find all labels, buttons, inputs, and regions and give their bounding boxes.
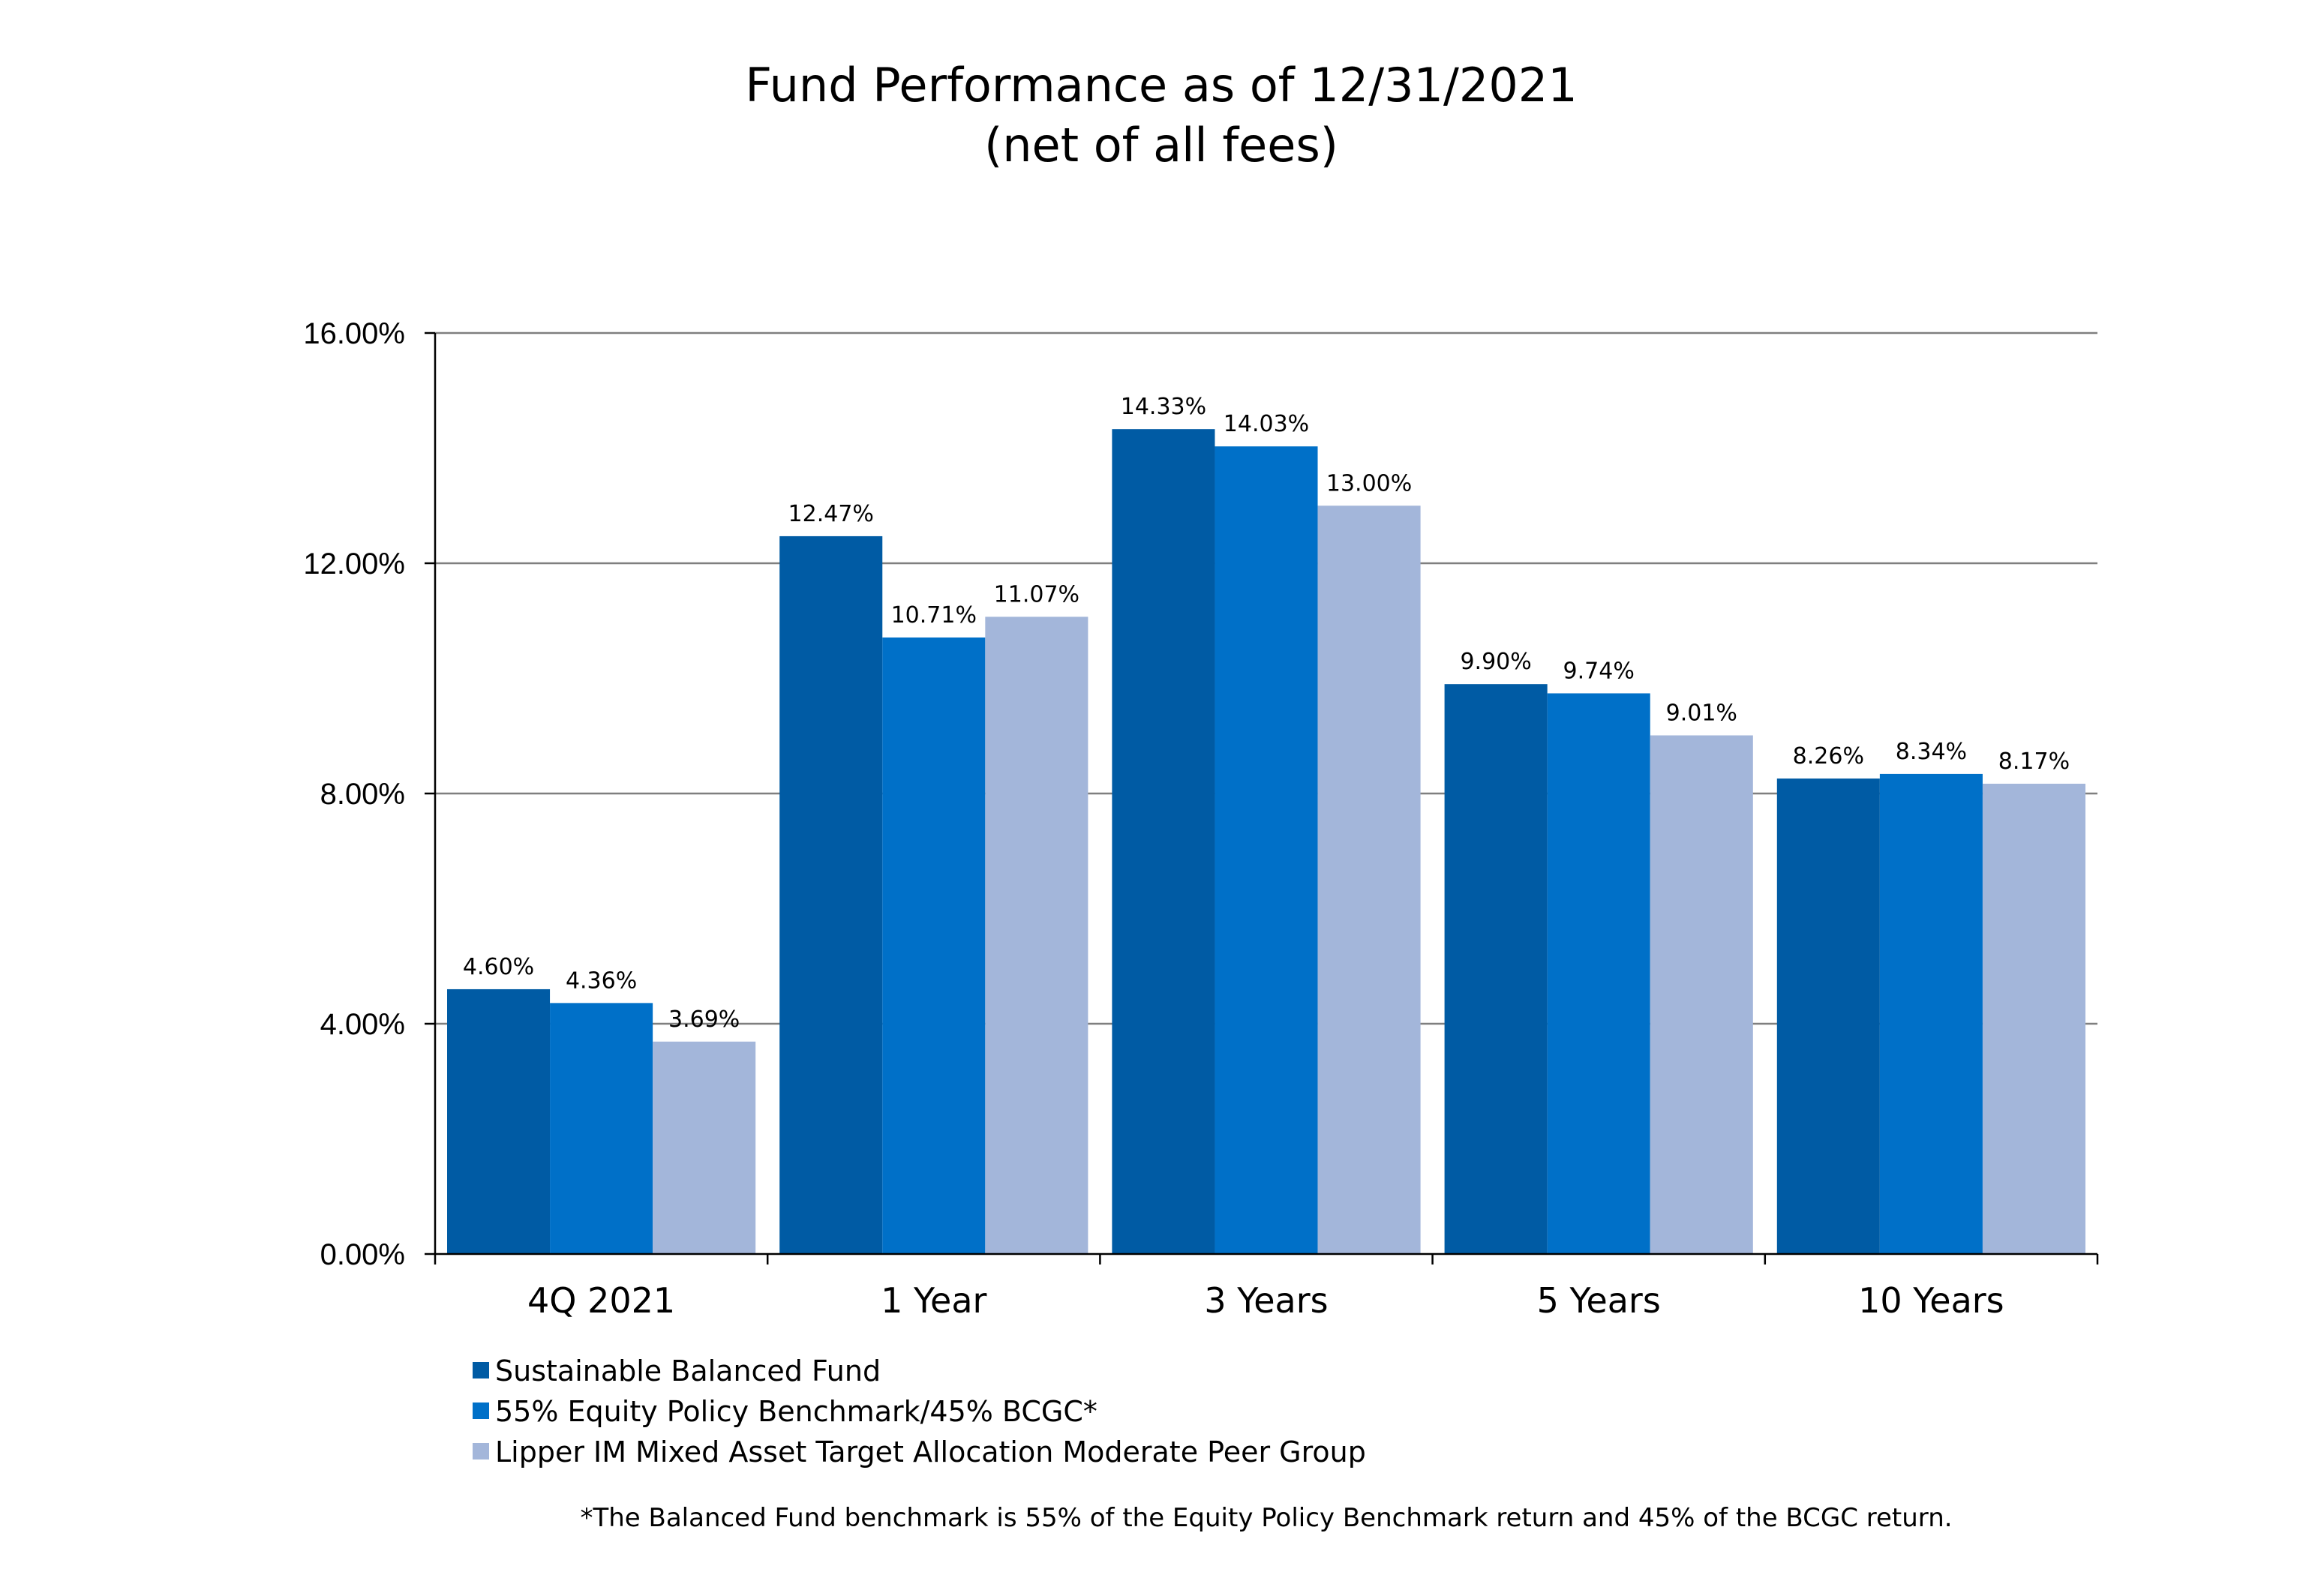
- bar: [550, 1003, 653, 1254]
- data-label: 4.60%: [463, 954, 534, 980]
- legend-swatch: [473, 1362, 489, 1378]
- data-label: 10.71%: [891, 602, 977, 628]
- data-label: 9.74%: [1563, 658, 1635, 684]
- legend: Sustainable Balanced Fund 55% Equity Poli…: [473, 1354, 1366, 1468]
- data-label: 11.07%: [994, 581, 1079, 608]
- bar: [779, 536, 883, 1254]
- bar: [1776, 778, 1880, 1254]
- bar: [1112, 429, 1215, 1254]
- legend-label: Sustainable Balanced Fund: [495, 1354, 881, 1388]
- x-tick-label: 3 Years: [1204, 1280, 1328, 1321]
- data-label: 12.47%: [788, 501, 874, 527]
- bar: [1879, 773, 1983, 1254]
- bar: [1317, 506, 1421, 1254]
- legend-swatch: [473, 1402, 489, 1419]
- data-label: 8.34%: [1896, 739, 1967, 765]
- bar: [985, 616, 1088, 1254]
- x-tick-label: 4Q 2021: [527, 1280, 675, 1321]
- data-label: 9.01%: [1666, 700, 1737, 726]
- bar: [1444, 684, 1548, 1254]
- bar: [653, 1041, 756, 1254]
- bar: [447, 988, 551, 1254]
- data-label: 9.90%: [1460, 649, 1531, 675]
- y-tick-labels: 0.00% 4.00% 8.00% 12.00% 16.00%: [303, 317, 405, 1271]
- x-tick-label: 1 Year: [881, 1280, 986, 1321]
- data-label: 8.17%: [1998, 748, 2070, 775]
- axes: [434, 333, 2099, 1264]
- data-label: 14.33%: [1121, 394, 1206, 420]
- y-tick-label: 0.00%: [320, 1238, 405, 1271]
- bar: [1982, 783, 2085, 1254]
- y-tick-label: 8.00%: [320, 778, 405, 811]
- bar: [1650, 735, 1753, 1254]
- y-tick-label: 12.00%: [303, 548, 405, 580]
- x-tick-labels: 4Q 2021 1 Year 3 Years 5 Years 10 Years: [527, 1280, 2004, 1321]
- x-tick-label: 10 Years: [1858, 1280, 2004, 1321]
- x-tick-label: 5 Years: [1537, 1280, 1661, 1321]
- data-labels: 4.60% 4.36% 3.69% 12.47% 10.71% 11.07% 14.33% 1…: [463, 394, 2070, 1033]
- y-tick-label: 16.00%: [303, 317, 405, 350]
- chart-title: Fund Performance as of 12/31/2021: [745, 58, 1577, 112]
- legend-label: 55% Equity Policy Benchmark/45% BCGC*: [495, 1395, 1097, 1428]
- footnote: *The Balanced Fund benchmark is 55% of t…: [580, 1503, 1952, 1533]
- bar: [1547, 693, 1650, 1254]
- legend-swatch: [473, 1443, 489, 1460]
- data-label: 13.00%: [1326, 470, 1412, 496]
- bars: [447, 429, 2085, 1254]
- bar: [1215, 446, 1318, 1254]
- data-label: 4.36%: [566, 968, 637, 994]
- data-label: 8.26%: [1793, 743, 1864, 770]
- y-tick-label: 4.00%: [320, 1008, 405, 1041]
- chart-subtitle: (net of all fees): [984, 118, 1338, 172]
- legend-label: Lipper IM Mixed Asset Target Allocation …: [495, 1436, 1366, 1468]
- data-label: 14.03%: [1224, 411, 1309, 437]
- bar: [882, 638, 986, 1254]
- data-label: 3.69%: [668, 1006, 740, 1033]
